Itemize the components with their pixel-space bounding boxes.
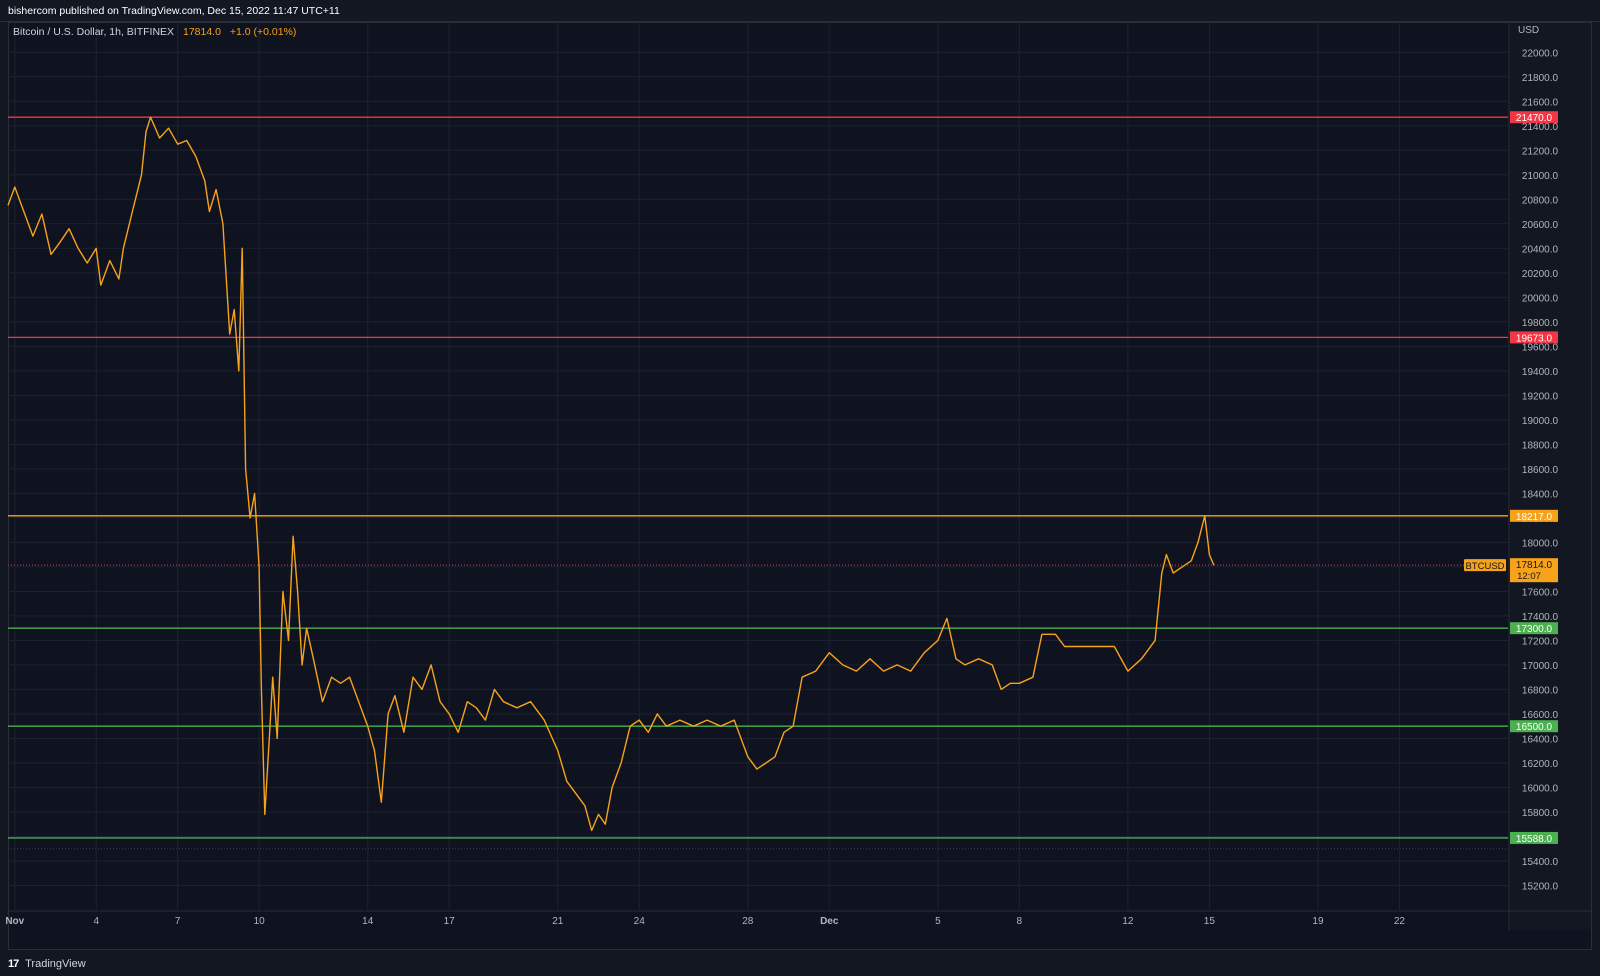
countdown-label: 12:07 [1517, 571, 1541, 582]
x-tick-label: 14 [362, 916, 374, 927]
x-tick-label: 7 [175, 916, 181, 927]
last-price-value: 17814.0 [182, 26, 221, 38]
y-tick-label: 15800.0 [1522, 808, 1559, 819]
y-tick-label: 15200.0 [1522, 881, 1559, 892]
y-tick-label: 18400.0 [1522, 489, 1559, 500]
x-tick-label: 17 [444, 916, 456, 927]
level-badge [1510, 331, 1558, 344]
x-tick-label: 12 [1122, 916, 1134, 927]
y-tick-label: 16400.0 [1522, 734, 1559, 745]
level-label: 15588.0 [1516, 834, 1553, 845]
x-tick-label: 21 [552, 916, 564, 927]
y-tick-label: 17600.0 [1522, 587, 1559, 598]
y-tick-label: 15400.0 [1522, 857, 1559, 868]
y-axis-unit: USD [1518, 25, 1539, 36]
y-tick-label: 20600.0 [1522, 220, 1559, 231]
y-tick-label: 19400.0 [1522, 367, 1559, 378]
y-tick-label: 18000.0 [1522, 538, 1559, 549]
y-tick-label: 21400.0 [1522, 122, 1559, 133]
symbol-description: Bitcoin / U.S. Dollar, 1h, BITFINEX [13, 26, 175, 38]
y-tick-label: 20800.0 [1522, 195, 1559, 206]
y-tick-label: 20400.0 [1522, 244, 1559, 255]
x-tick-label: 8 [1017, 916, 1023, 927]
y-tick-label: 17200.0 [1522, 636, 1559, 647]
chart-frame[interactable] [8, 22, 1592, 950]
level-label: 17300.0 [1516, 624, 1553, 635]
x-tick-label: Nov [5, 916, 24, 927]
tradingview-logo-icon: 17 [8, 958, 19, 970]
level-label: 18217.0 [1516, 512, 1553, 523]
publisher-header: bishercom published on TradingView.com, … [0, 0, 1600, 22]
footer-brand[interactable]: 17 TradingView [0, 952, 1600, 976]
y-tick-label: 18600.0 [1522, 465, 1559, 476]
level-badge [1510, 622, 1558, 635]
y-tick-label: 19800.0 [1522, 318, 1559, 329]
y-tick-label: 19000.0 [1522, 416, 1559, 427]
x-tick-label: 10 [254, 916, 266, 927]
level-badge [1510, 509, 1558, 522]
y-tick-label: 16600.0 [1522, 710, 1559, 721]
last-price-label: 17814.0 [1516, 560, 1553, 571]
y-tick-label: 19200.0 [1522, 391, 1559, 402]
symbol-badge [1464, 559, 1506, 572]
y-tick-label: 16000.0 [1522, 783, 1559, 794]
level-label: 21470.0 [1516, 113, 1553, 124]
y-tick-label: 19600.0 [1522, 342, 1559, 353]
level-badge [1510, 720, 1558, 733]
chart-grid [8, 22, 1508, 910]
x-tick-label: 4 [93, 916, 99, 927]
y-tick-label: 17000.0 [1522, 661, 1559, 672]
symbol-badge-label: BTCUSD [1465, 561, 1504, 572]
y-tick-label: 20200.0 [1522, 269, 1559, 280]
x-tick-label: 22 [1394, 916, 1406, 927]
symbol-legend[interactable]: Bitcoin / U.S. Dollar, 1h, BITFINEX 1781… [13, 26, 296, 38]
level-labels: 21470.0 19673.0 18217.0 17300.0 16500.0 15588… [1464, 111, 1558, 845]
x-tick-label: 19 [1312, 916, 1324, 927]
y-tick-label: 21000.0 [1522, 171, 1559, 182]
x-tick-label: 15 [1204, 916, 1216, 927]
price-axis: 15200.015400.015600.015800.016000.016200… [1508, 23, 1591, 930]
level-badge [1510, 111, 1558, 124]
price-series [7, 116, 1215, 832]
x-tick-label: 24 [634, 916, 646, 927]
price-line [7, 116, 1215, 832]
x-tick-label: 5 [935, 916, 941, 927]
x-tick-label: 28 [742, 916, 754, 927]
y-tick-label: 21600.0 [1522, 97, 1559, 108]
tradingview-brand-text: TradingView [25, 958, 86, 970]
y-tick-label: 22000.0 [1522, 48, 1559, 59]
level-label: 19673.0 [1516, 333, 1553, 344]
level-label: 16500.0 [1516, 722, 1553, 733]
y-tick-label: 18800.0 [1522, 440, 1559, 451]
y-tick-label: 20000.0 [1522, 293, 1559, 304]
last-price-badge [1510, 558, 1558, 583]
time-axis: Nov 4 7 10 14 17 21 24 28 Dec 5 8 12 15 19 22 [5, 910, 1591, 927]
horizontal-levels [8, 116, 1508, 850]
price-axis-bg [1510, 23, 1591, 929]
y-tick-label: 16200.0 [1522, 759, 1559, 770]
y-tick-label: 21800.0 [1522, 73, 1559, 84]
y-tick-label: 21200.0 [1522, 146, 1559, 157]
price-change: +1.0 (+0.01%) [229, 26, 297, 38]
x-tick-label: Dec [820, 916, 839, 927]
level-badge [1510, 831, 1558, 844]
y-tick-label: 16800.0 [1522, 685, 1559, 696]
y-tick-label: 17400.0 [1522, 612, 1559, 623]
